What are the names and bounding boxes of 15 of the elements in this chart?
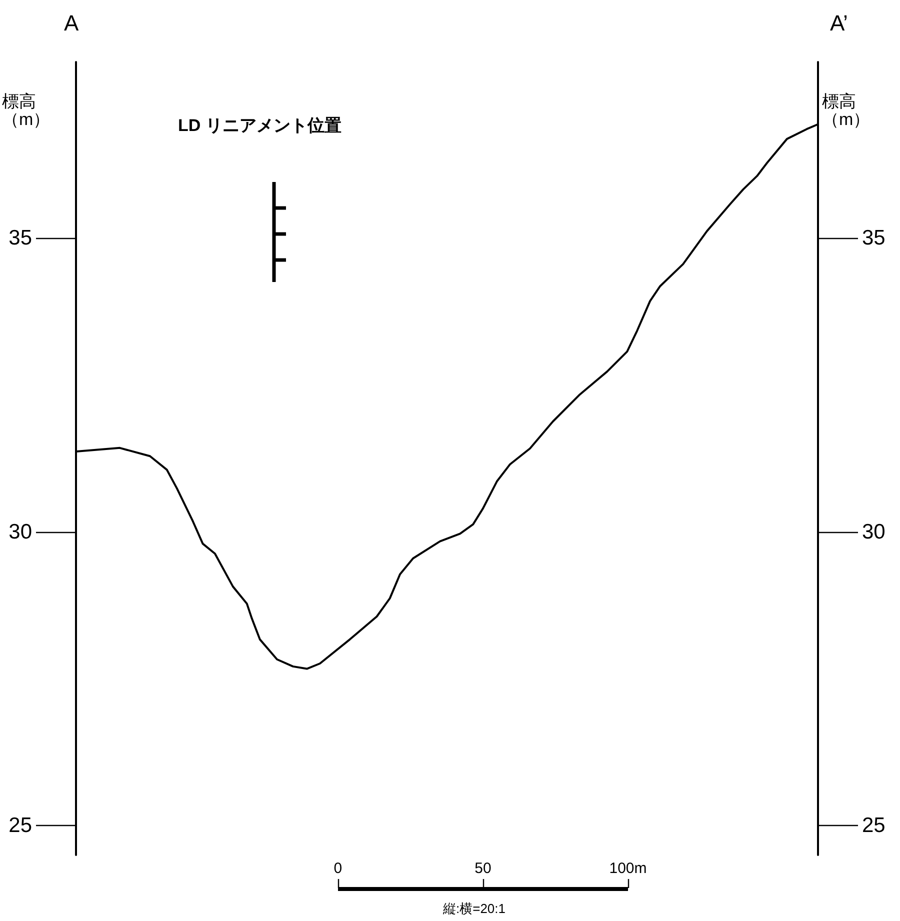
y2-tick-label: 25: [862, 814, 886, 838]
x-tick-label: 100m: [609, 860, 647, 877]
annotation: LD リニアメント位置: [178, 116, 342, 135]
x-tick-label: 50: [474, 860, 492, 877]
y-tick-label: 30: [8, 520, 32, 544]
x-tick-label: 0: [334, 860, 342, 877]
y-tick-label: 35: [8, 226, 32, 250]
y2-tick-label: 35: [862, 226, 886, 250]
text: A: [64, 10, 79, 36]
y2-axis-title: 標高（m）: [822, 92, 870, 129]
text: 縦:横=20:1: [442, 901, 506, 916]
text: A’: [830, 10, 848, 36]
y2-tick-label: 30: [862, 520, 886, 544]
y-tick-label: 25: [8, 814, 32, 838]
y-axis-title: 標高（m）: [2, 92, 50, 129]
